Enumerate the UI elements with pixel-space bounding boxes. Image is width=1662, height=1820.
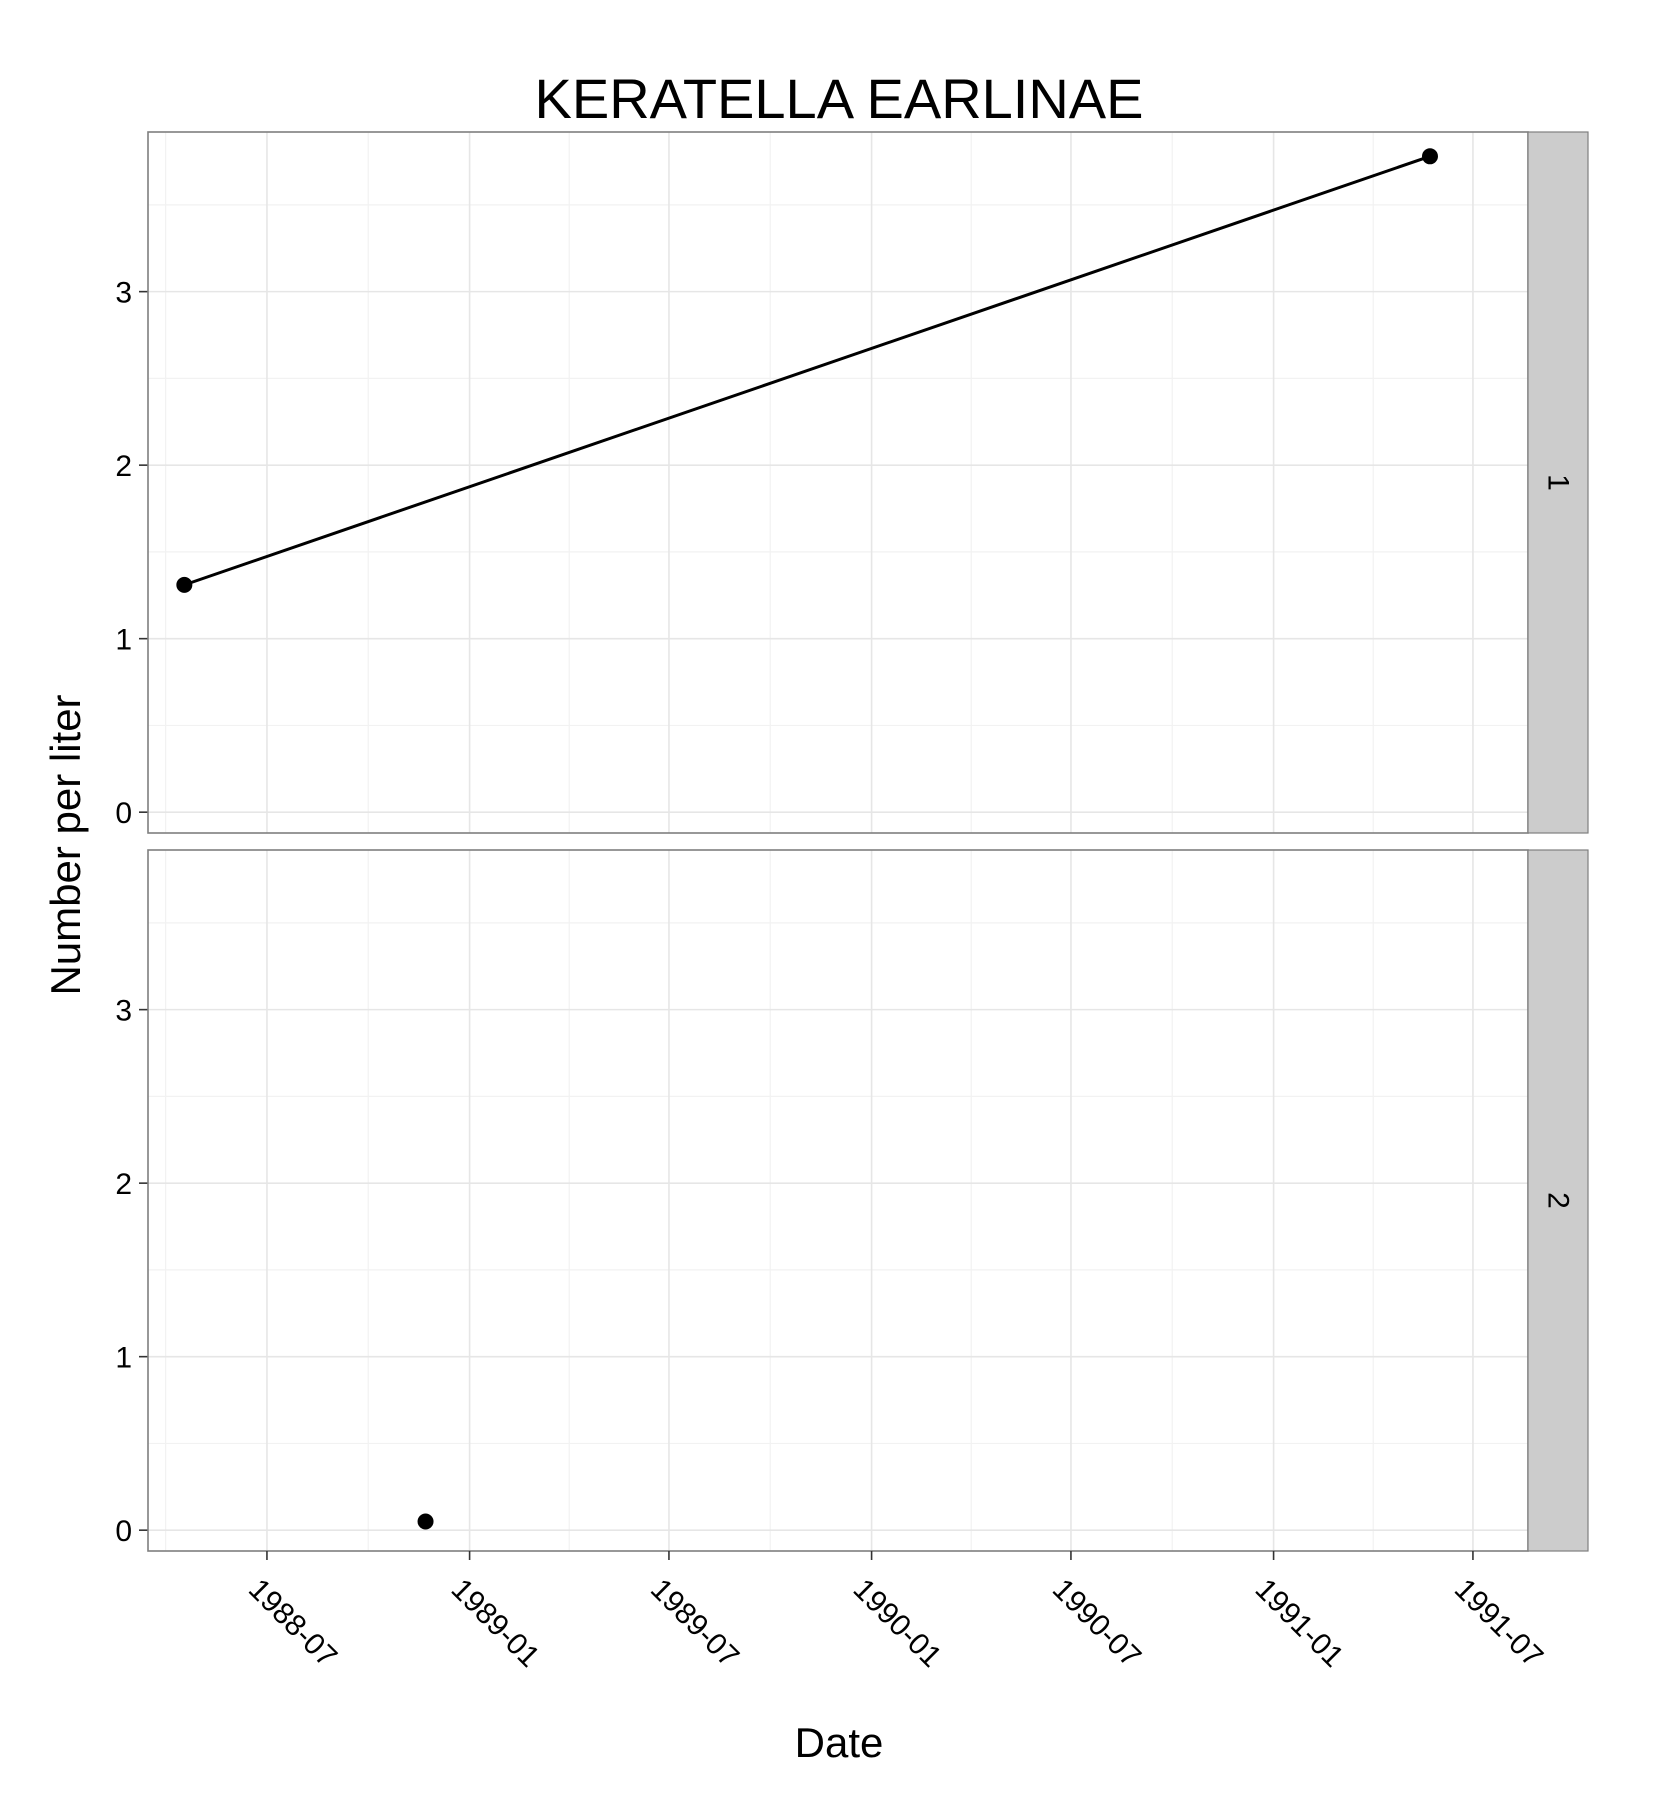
y-tick-label: 3 bbox=[115, 995, 132, 1028]
y-axis-title: Number per liter bbox=[42, 694, 89, 995]
facet-strip bbox=[1527, 849, 1589, 1552]
series-line bbox=[183, 154, 1431, 587]
facet-panel-1: 0 1 2 3 1 bbox=[115, 131, 1589, 834]
x-axis-title: Date bbox=[795, 1719, 884, 1766]
y-tick-label: 3 bbox=[115, 277, 132, 310]
y-tick-label: 0 bbox=[115, 1515, 132, 1548]
y-tick-label: 1 bbox=[115, 1342, 132, 1375]
facet-panels: 0 1 2 3 1 0 1 2 3 2 bbox=[115, 131, 1589, 1552]
panel-background bbox=[148, 132, 1528, 833]
facet-strip bbox=[1527, 131, 1589, 834]
panel-background bbox=[148, 850, 1528, 1551]
y-tick-label: 1 bbox=[115, 624, 132, 657]
facet-strip-label: 2 bbox=[1542, 1192, 1575, 1209]
data-point bbox=[1421, 148, 1438, 165]
y-tick-label: 2 bbox=[115, 450, 132, 483]
facet-strip-label: 1 bbox=[1542, 474, 1575, 491]
y-tick-label: 2 bbox=[115, 1168, 132, 1201]
data-point bbox=[176, 576, 193, 593]
facet-panel-2: 0 1 2 3 2 bbox=[115, 849, 1589, 1552]
data-point bbox=[417, 1513, 434, 1530]
chart-title: KERATELLA EARLINAE bbox=[535, 67, 1144, 130]
y-tick-label: 0 bbox=[115, 797, 132, 830]
